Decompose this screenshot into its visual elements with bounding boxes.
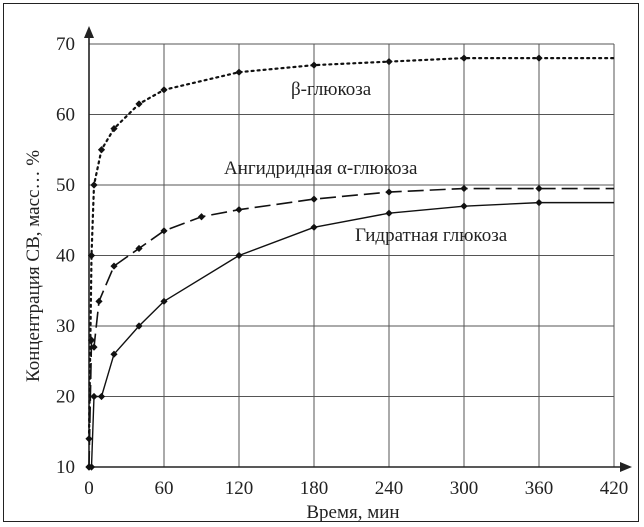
chart-frame xyxy=(3,3,639,522)
y-tick-label: 50 xyxy=(56,175,75,196)
data-point xyxy=(235,206,243,214)
data-point xyxy=(385,209,393,217)
y-tick-label: 10 xyxy=(56,457,75,478)
x-tick-label: 420 xyxy=(600,478,629,499)
data-point xyxy=(535,54,543,62)
data-point xyxy=(87,463,96,471)
data-point xyxy=(385,188,393,196)
data-point xyxy=(90,181,98,189)
data-point xyxy=(235,68,243,76)
y-axis-arrow xyxy=(84,26,94,38)
y-tick-label: 70 xyxy=(56,34,75,55)
series-label-beta-glucose: β-глюкоза xyxy=(291,79,372,100)
data-point xyxy=(135,244,143,253)
y-tick-label: 30 xyxy=(56,316,75,337)
data-point xyxy=(97,146,106,154)
data-point xyxy=(110,350,118,358)
data-point xyxy=(160,86,168,94)
y-axis-title: Концентрация СВ, масс… % xyxy=(23,150,44,382)
x-tick-label: 300 xyxy=(450,478,479,499)
data-point xyxy=(90,343,98,351)
data-point xyxy=(110,262,118,270)
x-tick-label: 240 xyxy=(375,478,404,499)
data-point xyxy=(135,322,143,330)
series-label-hydrate-glucose: Гидратная глюкоза xyxy=(355,225,508,246)
y-tick-label: 20 xyxy=(56,387,75,408)
data-point xyxy=(235,251,243,260)
data-point xyxy=(310,223,318,231)
data-point xyxy=(110,125,118,133)
data-point xyxy=(97,392,106,401)
data-point xyxy=(160,297,168,305)
data-point xyxy=(460,184,468,193)
x-tick-label: 120 xyxy=(225,478,254,499)
y-tick-label: 40 xyxy=(56,246,75,267)
tick-labels: 0 60 120 180 240 300 360 420 10 20 30 40 50 60 70 xyxy=(56,34,628,499)
series-label-anhydrous-alpha-glucose: Ангидридная α-глюкоза xyxy=(224,158,418,179)
data-point xyxy=(310,61,318,69)
x-axis-arrow xyxy=(620,462,632,472)
data-point xyxy=(87,251,96,260)
data-point xyxy=(385,58,393,66)
series-line-1 xyxy=(88,187,614,468)
data-point xyxy=(535,184,543,193)
x-tick-label: 180 xyxy=(300,478,329,499)
series-layer xyxy=(85,54,616,471)
grid xyxy=(89,43,615,467)
y-tick-label: 60 xyxy=(56,105,75,126)
data-point xyxy=(87,336,96,344)
series-line-0 xyxy=(87,56,616,440)
data-point xyxy=(197,213,206,221)
data-point xyxy=(535,199,543,207)
data-point xyxy=(95,297,103,305)
data-point xyxy=(90,392,98,401)
data-point xyxy=(460,202,468,210)
x-tick-label: 360 xyxy=(525,478,554,499)
data-point xyxy=(310,195,318,203)
data-point xyxy=(160,227,168,235)
x-tick-label: 60 xyxy=(155,478,174,499)
x-tick-label: 0 xyxy=(84,478,94,499)
data-point xyxy=(135,100,143,108)
data-point xyxy=(460,54,468,62)
x-axis-title: Время, мин xyxy=(306,502,399,523)
series-line-2 xyxy=(89,201,614,468)
